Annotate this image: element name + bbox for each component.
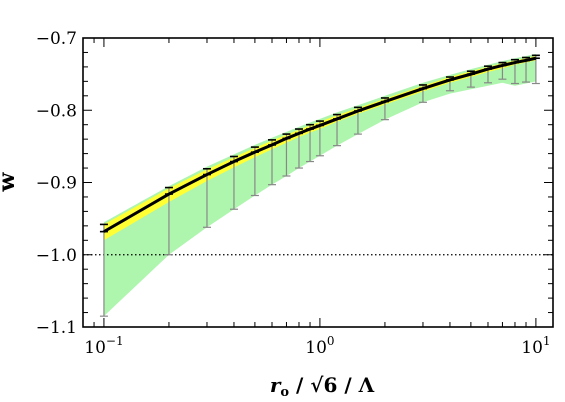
- svg-text:ro / √6 / Λ: ro / √6 / Λ: [270, 373, 375, 400]
- y-tick-label: −1.0: [36, 246, 77, 266]
- error-bar: [250, 146, 259, 197]
- y-tick-label: −0.9: [36, 174, 77, 194]
- error-bar: [99, 223, 108, 317]
- error-bar: [229, 155, 238, 210]
- y-tick-label: −0.8: [36, 101, 77, 121]
- y-tick-label: −0.7: [36, 29, 77, 49]
- green-band: [103, 53, 536, 317]
- error-bar: [202, 167, 211, 228]
- error-bar: [164, 186, 173, 256]
- error-bar: [282, 133, 291, 177]
- x-tick-label: 100: [305, 334, 334, 358]
- error-bar: [294, 128, 303, 169]
- y-axis-label: w: [0, 171, 20, 192]
- error-bar: [306, 123, 315, 163]
- x-tick-label: 101: [521, 334, 550, 358]
- error-bar: [267, 139, 276, 186]
- error-bar: [531, 54, 540, 85]
- x-axis-label: ro / √6 / Λ: [270, 373, 375, 400]
- plot-area: [83, 53, 553, 317]
- y-tick-label: −1.1: [36, 318, 77, 338]
- x-tick-label: 10−1: [84, 334, 123, 358]
